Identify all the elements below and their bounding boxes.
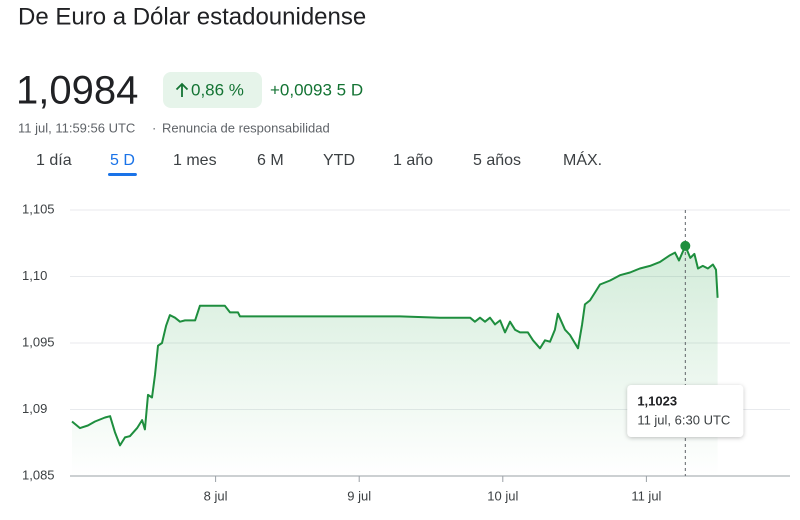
disclaimer[interactable]: Renuncia de responsabilidad xyxy=(162,120,330,135)
tooltip-value: 1,1023 xyxy=(637,393,677,408)
y-tick-label: 1,09 xyxy=(22,401,47,416)
tab[interactable]: 5 años xyxy=(473,152,521,169)
tab[interactable]: YTD xyxy=(323,152,355,169)
tab[interactable]: 1 mes xyxy=(173,152,217,169)
x-tick-label: 8 jul xyxy=(204,488,228,503)
line xyxy=(71,244,719,447)
highlight-point xyxy=(680,240,691,251)
tab[interactable]: 5 D xyxy=(110,152,135,169)
x-tick-label: 10 jul xyxy=(487,488,518,503)
tooltip xyxy=(627,385,744,437)
y-tick-label: 1,10 xyxy=(22,268,47,283)
area xyxy=(72,245,718,476)
timestamp: 11 jul, 11:59:56 UTC xyxy=(18,120,135,135)
tooltip-date: 11 jul, 6:30 UTC xyxy=(637,412,730,427)
title: De Euro a Dólar estadounidense xyxy=(18,3,366,30)
tab-underline xyxy=(108,173,137,176)
tab[interactable]: 1 día xyxy=(36,152,72,169)
plot: 1,085 1,09 1,095 1,10 1,105 8 jul 9 jul 10 jul 1… xyxy=(22,201,790,503)
x-tick-label: 9 jul xyxy=(347,488,371,503)
change-pct: 0,86 % xyxy=(191,80,244,99)
tabs: 1 día 5 D 1 mes 6 M YTD 1 año 5 años MÁX. xyxy=(36,150,602,176)
separator: · xyxy=(152,120,156,135)
y-tick-label: 1,105 xyxy=(22,201,55,216)
tab[interactable]: MÁX. xyxy=(563,150,602,169)
tab[interactable]: 1 año xyxy=(393,152,433,169)
tab[interactable]: 6 M xyxy=(257,152,284,169)
up-arrow xyxy=(175,82,189,97)
price: 1,0984 xyxy=(16,69,138,113)
change: +0,0093 5 D xyxy=(270,80,363,99)
x-tick-label: 11 jul xyxy=(631,488,661,503)
y-tick-label: 1,085 xyxy=(22,467,55,482)
change-badge xyxy=(163,72,262,108)
y-tick-label: 1,095 xyxy=(22,334,55,349)
